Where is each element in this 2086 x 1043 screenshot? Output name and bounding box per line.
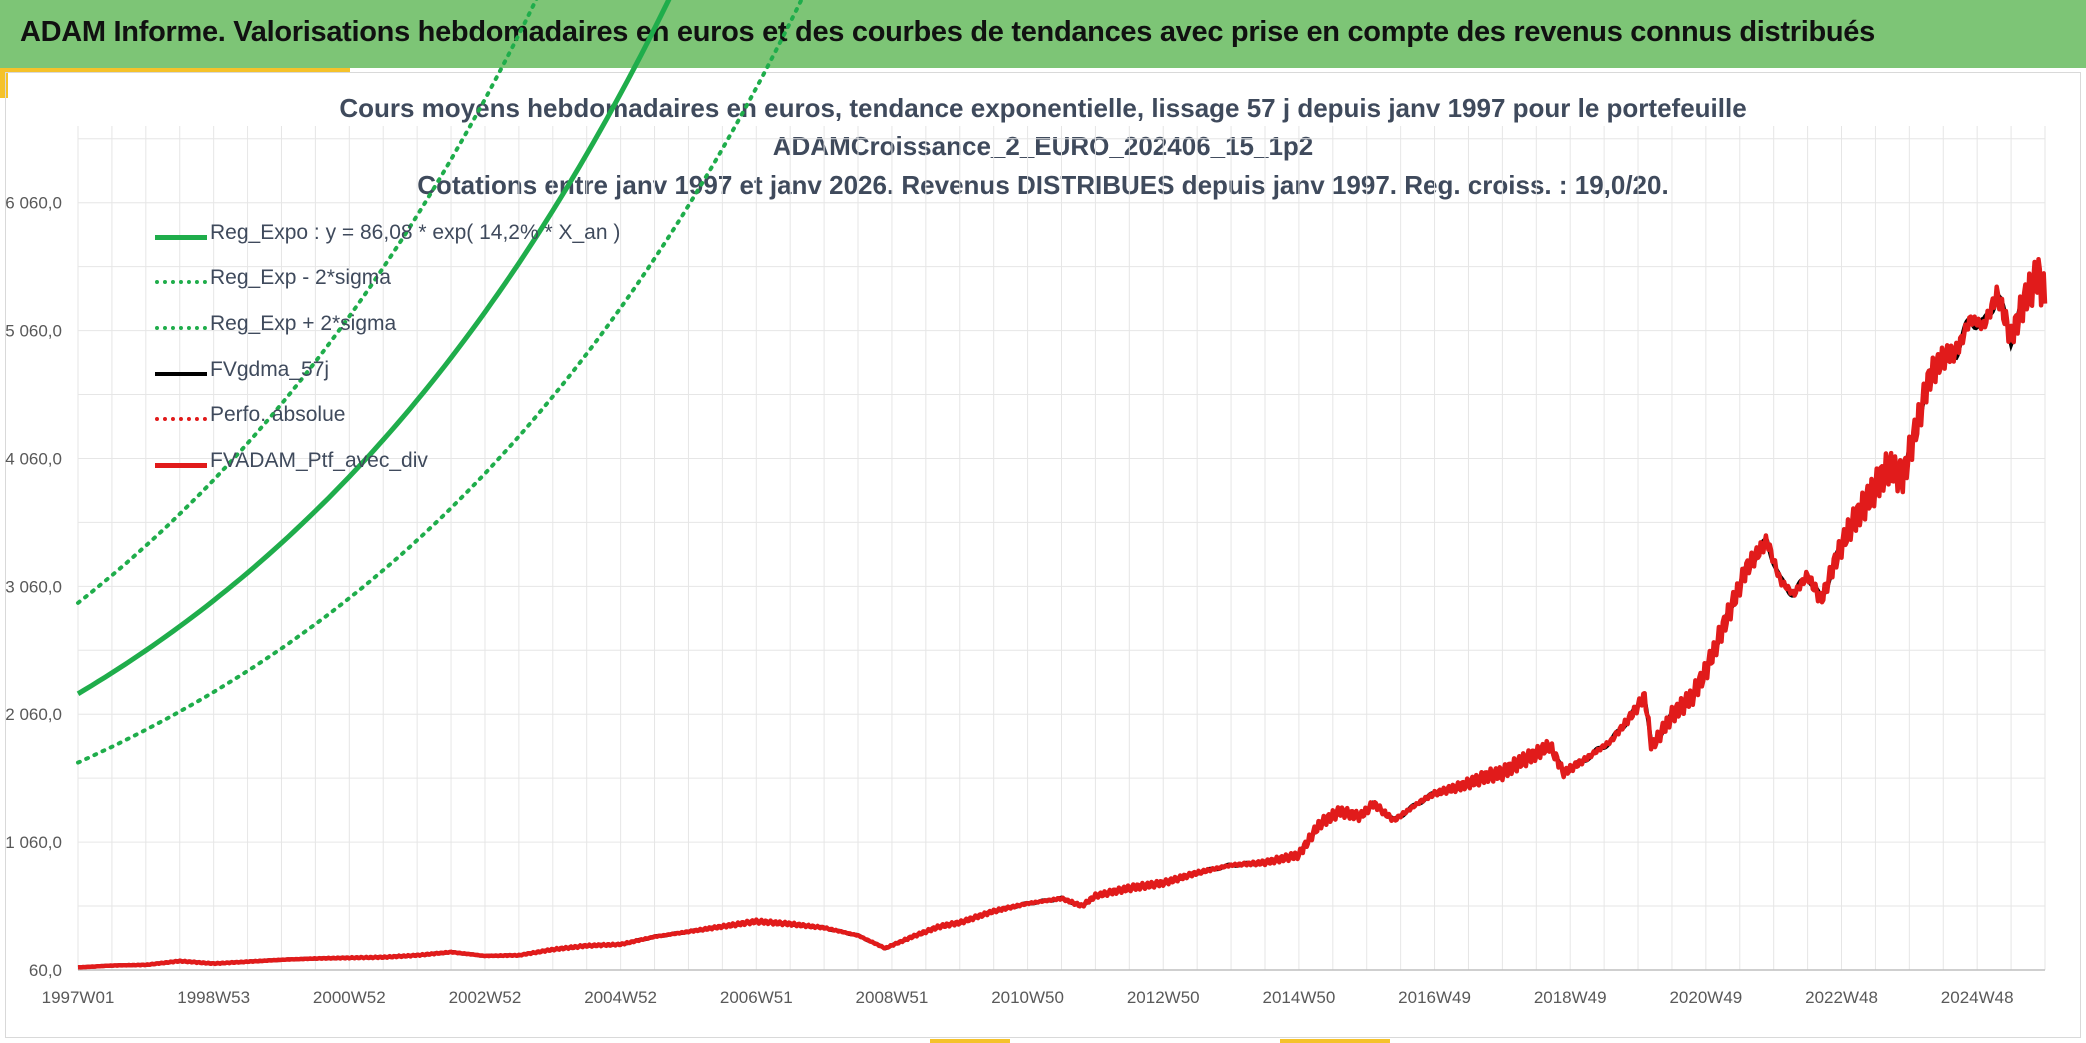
accent-bar-bottom: [930, 1039, 1010, 1043]
legend-swatch: [155, 280, 207, 284]
x-tick-label: 2024W48: [1941, 988, 2014, 1007]
legend-label: FVgdma_57j: [210, 358, 330, 381]
x-tick-label: 2014W50: [1263, 988, 1336, 1007]
page-title: ADAM Informe. Valorisations hebdomadaire…: [20, 16, 1875, 48]
legend-swatch: [155, 235, 207, 240]
chart-title-line-2: ADAMCroissance_2_EURO_202406_15_1p2: [772, 131, 1314, 161]
chart-frame: [5, 72, 2081, 1038]
x-tick-label: 2004W52: [584, 988, 657, 1007]
y-tick-label: 4 060,0: [5, 449, 62, 468]
x-tick-label: 2020W49: [1669, 988, 1742, 1007]
y-tick-label: 60,0: [29, 961, 62, 980]
y-axis-tick-labels: 60,0 1 060,0 2 060,0 3 060,0 4 060,0 5 060,0 6…: [5, 194, 62, 980]
x-tick-label: 2000W52: [313, 988, 386, 1007]
legend-label: FVADAM_Ptf_avec_div: [210, 449, 428, 472]
legend-label: Reg_Expo : y = 86,08 * exp( 14,2% * X_an…: [210, 221, 621, 244]
x-tick-label: 2018W49: [1534, 988, 1607, 1007]
legend-label: Perfo. absolue: [210, 403, 346, 426]
legend-swatch: [155, 372, 207, 376]
x-tick-label: 2016W49: [1398, 988, 1471, 1007]
y-tick-label: 5 060,0: [5, 322, 62, 341]
chart-title-line-3: Cotations entre janv 1997 et janv 2026. …: [417, 170, 1669, 200]
header-banner: ADAM Informe. Valorisations hebdomadaire…: [0, 0, 2086, 68]
series-reg-expo: [76, 0, 672, 696]
series-lines: [76, 0, 2048, 970]
y-tick-label: 6 060,0: [5, 194, 62, 213]
legend-swatch: [155, 463, 207, 468]
x-tick-label: 2012W50: [1127, 988, 1200, 1007]
legend-swatch: [155, 326, 207, 330]
legend-label: Reg_Exp + 2*sigma: [210, 312, 397, 335]
y-tick-label: 1 060,0: [5, 833, 62, 852]
x-tick-label: 1997W01: [42, 988, 115, 1007]
y-tick-label: 3 060,0: [5, 577, 62, 596]
legend-swatch: [155, 417, 207, 421]
x-tick-label: 2010W50: [991, 988, 1064, 1007]
x-tick-label: 2008W51: [856, 988, 929, 1007]
series-fvadam-ptf-avec-div: [77, 256, 2048, 970]
accent-bar-top: [0, 68, 350, 73]
accent-bar-left: [0, 68, 8, 98]
accent-bar-bottom: [1280, 1039, 1390, 1043]
legend-label: Reg_Exp - 2*sigma: [210, 266, 391, 289]
x-tick-label: 1998W53: [177, 988, 250, 1007]
y-tick-label: 2 060,0: [5, 705, 62, 724]
x-axis-tick-labels: 1997W01 1998W53 2000W52 2002W52 2004W52 2006W…: [42, 988, 2014, 1007]
grid-lines: [77, 126, 2046, 971]
x-tick-label: 2006W51: [720, 988, 793, 1007]
series-reg-exp-plus-2sigma: [76, 0, 539, 605]
chart-title-line-1: Cours moyens hebdomadaires en euros, ten…: [339, 93, 1747, 123]
x-tick-label: 2002W52: [449, 988, 522, 1007]
x-tick-label: 2022W48: [1805, 988, 1878, 1007]
